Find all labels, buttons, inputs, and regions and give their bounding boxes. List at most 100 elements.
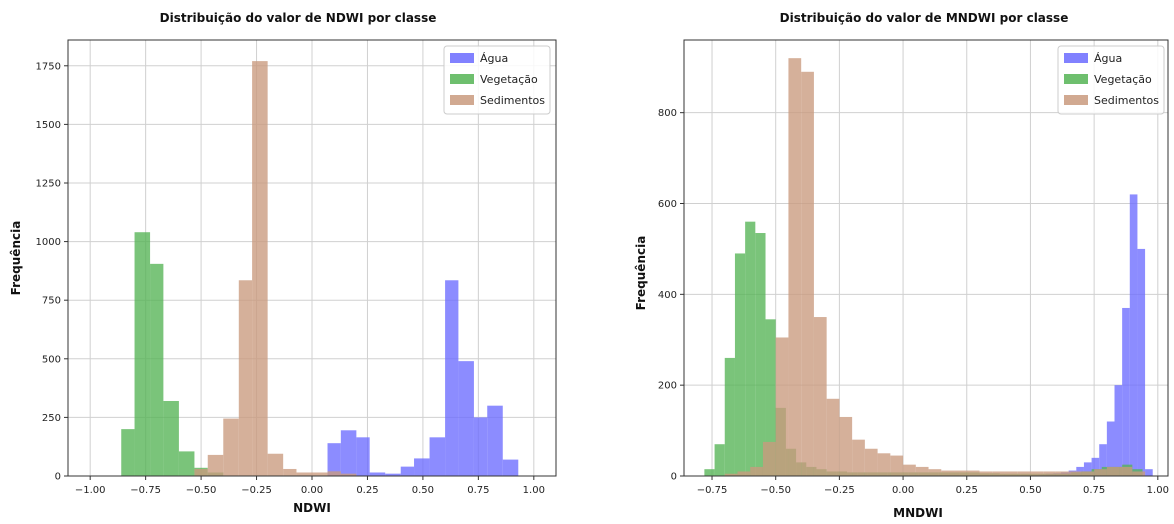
legend-swatch <box>450 74 474 84</box>
histogram-bar <box>1055 471 1069 476</box>
legend-swatch <box>1064 95 1088 105</box>
histogram-bar <box>445 280 459 476</box>
histogram-bar <box>502 459 519 476</box>
histogram-bar <box>954 470 967 476</box>
y-axis-label: Frequência <box>9 221 23 296</box>
histogram-bar <box>238 280 253 476</box>
x-tick-label: 0.25 <box>356 485 378 496</box>
histogram-bar <box>1129 194 1138 476</box>
histogram-bar <box>369 472 386 476</box>
histogram-bar <box>745 221 756 476</box>
x-tick-label: −0.75 <box>697 485 728 496</box>
legend: Água Vegetação Sedimentos <box>443 45 551 115</box>
x-tick-label: 1.00 <box>1147 485 1169 496</box>
histogram-bar <box>762 441 776 476</box>
histogram-bar <box>704 469 715 476</box>
y-tick-label: 0 <box>55 472 61 483</box>
y-tick-label: 250 <box>42 413 61 424</box>
x-tick-label: 0.75 <box>467 485 489 496</box>
histogram-bar <box>121 429 135 476</box>
histogram-bar <box>877 453 891 476</box>
histogram-bar <box>487 405 503 476</box>
histogram-bar <box>414 458 430 476</box>
histogram-bar <box>750 466 763 476</box>
histogram-bar <box>839 416 853 476</box>
legend-label: Sedimentos <box>480 94 545 107</box>
chart-title: Distribuição do valor de MNDWI por class… <box>780 11 1069 25</box>
histogram-bar <box>1106 421 1115 476</box>
x-tick-label: 0.50 <box>1019 485 1041 496</box>
histogram-bar <box>1068 471 1082 476</box>
histogram-bar <box>992 471 1005 476</box>
y-axis-label: Frequência <box>634 236 648 311</box>
histogram-bar <box>1119 466 1133 476</box>
histogram-bar <box>385 473 401 476</box>
histogram-bar <box>207 454 224 476</box>
histogram-bar <box>283 468 297 476</box>
histogram-bar <box>755 233 766 476</box>
histogram-bar <box>1004 471 1018 476</box>
x-tick-label: −0.50 <box>186 485 217 496</box>
histogram-bar <box>890 455 904 476</box>
x-tick-label: −1.00 <box>75 485 106 496</box>
axis-ticks: −0.75 −0.50 −0.25 0.00 0.25 0.50 0.75 1.00 0 200 4… <box>658 108 1169 496</box>
histogram-bars <box>121 61 519 477</box>
histogram-bar <box>826 398 840 476</box>
histogram-bar <box>979 471 993 476</box>
histogram-bar <box>1145 469 1153 476</box>
histogram-bar <box>400 466 415 476</box>
histogram-bar <box>1114 385 1123 476</box>
histogram-bar <box>903 464 916 476</box>
histogram-bar <box>737 471 751 476</box>
histogram-bar <box>340 430 357 476</box>
x-tick-label: −0.50 <box>760 485 791 496</box>
legend: Água Vegetação Sedimentos <box>1057 45 1165 115</box>
histogram-bar <box>458 361 474 476</box>
x-tick-label: −0.75 <box>130 485 161 496</box>
histogram-bar <box>1091 457 1100 476</box>
histogram-bar <box>1043 471 1056 476</box>
histogram-bars <box>704 58 1153 477</box>
y-tick-label: 200 <box>658 381 677 392</box>
histogram-bar <box>734 253 746 476</box>
x-tick-label: 0.75 <box>1083 485 1105 496</box>
legend-swatch <box>1064 74 1088 84</box>
histogram-bar <box>1081 471 1095 476</box>
histogram-bar <box>941 470 955 476</box>
histogram-bar <box>788 58 802 477</box>
histogram-bar <box>1076 466 1084 476</box>
histogram-bar <box>163 400 179 476</box>
histogram-bar <box>178 451 195 476</box>
histogram-bar <box>852 439 865 476</box>
histogram-bar <box>327 443 341 476</box>
y-tick-label: 800 <box>658 108 677 119</box>
histogram-bar <box>1017 471 1031 476</box>
y-tick-label: 500 <box>42 354 61 365</box>
x-tick-label: 0.25 <box>956 485 978 496</box>
histogram-bar <box>801 71 814 477</box>
histogram-bar <box>1106 466 1120 476</box>
x-tick-label: 0.50 <box>412 485 434 496</box>
axis-ticks: −1.00 −0.75 −0.50 −0.25 0.00 0.25 0.50 0.75 1.00… <box>36 61 545 496</box>
histogram-bar <box>356 437 370 476</box>
legend-label: Água <box>1094 52 1122 65</box>
histogram-bar <box>714 444 725 476</box>
legend-swatch <box>1064 53 1088 63</box>
x-tick-label: −0.25 <box>241 485 272 496</box>
histogram-bar <box>765 319 776 476</box>
histogram-bar <box>1137 248 1146 476</box>
histogram-bar <box>194 468 208 476</box>
histogram-bar <box>429 437 446 476</box>
x-tick-label: 0.00 <box>892 485 914 496</box>
y-tick-label: 1500 <box>36 120 61 131</box>
x-tick-label: −0.25 <box>824 485 855 496</box>
histogram-bar <box>724 473 738 476</box>
legend-swatch <box>450 53 474 63</box>
histogram-bar <box>813 317 827 476</box>
x-axis-label: NDWI <box>293 501 331 515</box>
y-tick-label: 0 <box>671 472 677 483</box>
histogram-bar <box>966 470 980 476</box>
histogram-bar <box>296 472 312 476</box>
y-tick-label: 1000 <box>36 237 61 248</box>
x-tick-label: 1.00 <box>523 485 545 496</box>
